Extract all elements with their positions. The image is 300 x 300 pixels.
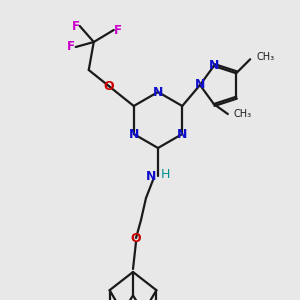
Text: O: O [131, 232, 141, 244]
Text: N: N [195, 79, 205, 92]
Text: CH₃: CH₃ [234, 109, 252, 119]
Text: O: O [103, 80, 114, 92]
Text: F: F [72, 20, 80, 32]
Text: F: F [114, 23, 122, 37]
Text: N: N [129, 128, 139, 140]
Text: N: N [153, 85, 163, 98]
Text: N: N [177, 128, 188, 140]
Text: N: N [208, 59, 219, 73]
Text: N: N [146, 169, 156, 182]
Text: F: F [67, 40, 75, 53]
Text: H: H [160, 169, 170, 182]
Text: CH₃: CH₃ [256, 52, 274, 62]
